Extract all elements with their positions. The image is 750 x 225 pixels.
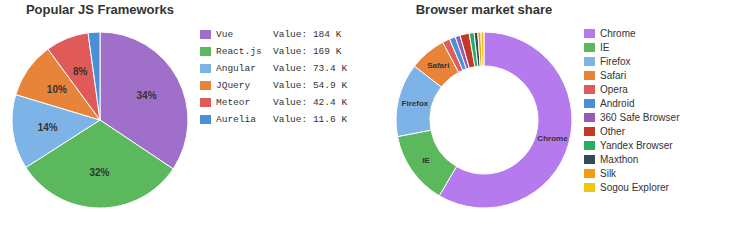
html-text:JQuery Value: 54.9 K: JQuery Value: 54.9 K xyxy=(216,80,348,91)
svg-text:IE: IE xyxy=(422,156,430,165)
html-text:Aurelia Value: 11.6 K: Aurelia Value: 11.6 K xyxy=(216,114,348,125)
svg-text:8%: 8% xyxy=(73,66,88,77)
svg-text:Chrome: Chrome xyxy=(537,134,568,143)
html-text:Meteor Value: 42.4 K: Meteor Value: 42.4 K xyxy=(216,97,348,108)
html-text:Angular Value: 73.4 K: Angular Value: 73.4 K xyxy=(216,63,348,74)
svg-text:32%: 32% xyxy=(89,167,109,178)
svg-text:34%: 34% xyxy=(137,90,157,101)
svg-text:Safari: Safari xyxy=(427,61,449,70)
html-text:Other: Other xyxy=(600,125,625,137)
html-text:360 Safe Browser: 360 Safe Browser xyxy=(600,111,680,123)
svg-text:14%: 14% xyxy=(38,122,58,133)
svg-text:10%: 10% xyxy=(47,84,67,95)
html-text:Chrome: Chrome xyxy=(600,27,636,39)
html-text:Opera: Opera xyxy=(600,83,628,95)
html-text:Silk: Silk xyxy=(600,167,617,179)
html-text:Firefox: Firefox xyxy=(600,55,631,67)
html-text:Browser market share: Browser market share xyxy=(415,2,553,17)
html-text:React.js Value: 169 K: React.js Value: 169 K xyxy=(216,46,342,57)
html-text:IE: IE xyxy=(600,41,610,53)
svg-text:Firefox: Firefox xyxy=(402,99,429,108)
html-text:Safari: Safari xyxy=(600,69,627,81)
html-text:Vue Value: 184 K: Vue Value: 184 K xyxy=(216,29,342,40)
html-text:Maxthon: Maxthon xyxy=(600,153,639,165)
html-text:Yandex Browser: Yandex Browser xyxy=(600,139,673,151)
html-text:Sogou Explorer: Sogou Explorer xyxy=(600,181,669,193)
html-text:Android: Android xyxy=(600,97,635,109)
html-text:Popular JS Frameworks: Popular JS Frameworks xyxy=(25,2,175,17)
